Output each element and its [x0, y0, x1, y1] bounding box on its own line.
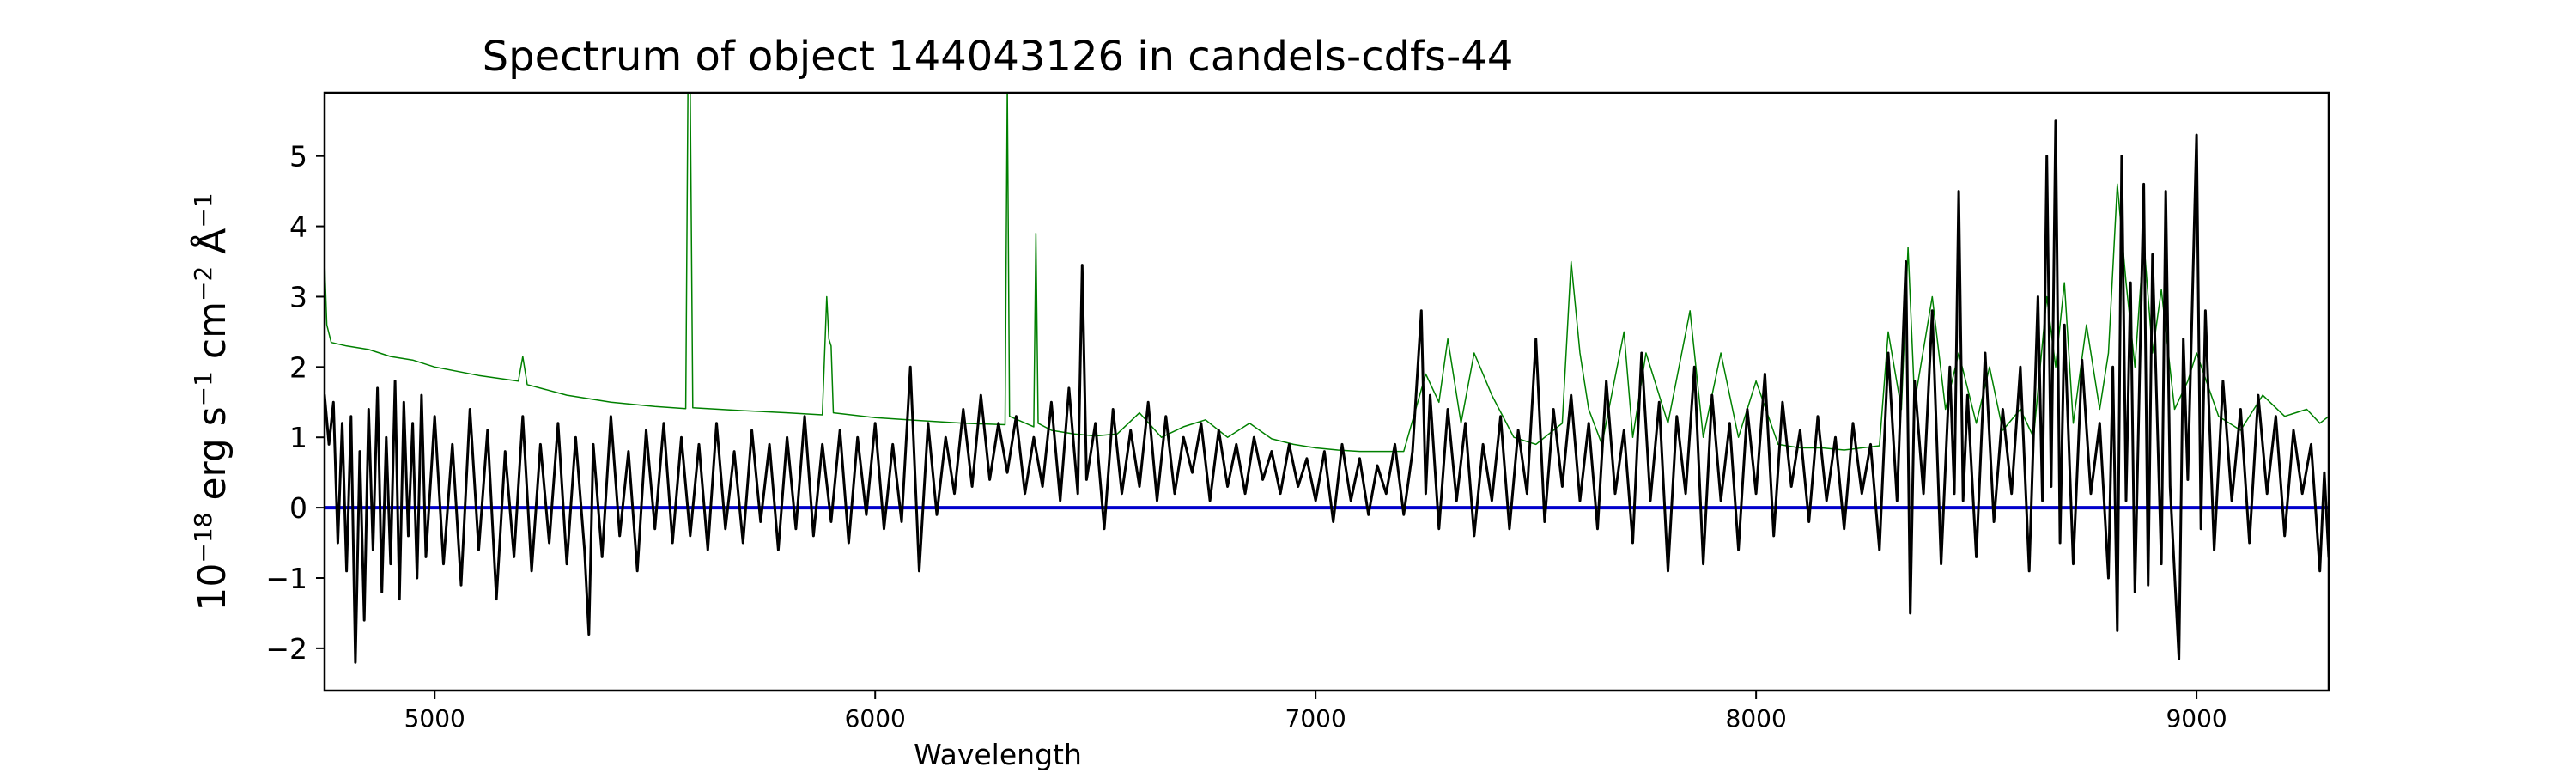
ylabel-ang-exp: −1 — [189, 192, 217, 228]
series-flux-line — [325, 119, 2329, 664]
y-tick-label: −1 — [265, 562, 307, 595]
svg-text:10−18 erg s−1 cm−2 Å−1: 10−18 erg s−1 cm−2 Å−1 — [189, 192, 234, 611]
ylabel-base: 10 — [191, 563, 234, 612]
y-tick-label: 4 — [289, 210, 307, 244]
series-error-line — [325, 93, 2329, 453]
x-tick-label: 9000 — [2166, 704, 2227, 733]
x-tick-label: 5000 — [404, 704, 465, 733]
ylabel-s-exp: −1 — [189, 371, 217, 406]
y-tick-label: 2 — [289, 350, 307, 384]
ylabel-exp: −18 — [189, 513, 217, 563]
ylabel-cm-exp: −2 — [189, 266, 217, 301]
x-tick-label: 6000 — [845, 704, 906, 733]
x-tick-label: 7000 — [1285, 704, 1346, 733]
x-axis-label: Wavelength — [914, 738, 1082, 771]
y-tick-label: 3 — [289, 280, 307, 313]
plot-frame — [323, 91, 2330, 692]
plot-area — [325, 93, 2329, 664]
y-tick-label: −2 — [265, 632, 307, 666]
axes: 5000 6000 7000 8000 9000 −2 −1 0 1 2 3 4 5 — [265, 91, 2330, 733]
x-tick-label: 8000 — [1726, 704, 1787, 733]
ylabel-units: erg s — [191, 406, 234, 512]
ylabel-ang: Å — [189, 228, 234, 266]
y-tick-label: 1 — [289, 421, 307, 454]
y-axis-label: 10−18 erg s−1 cm−2 Å−1 — [189, 192, 234, 611]
chart-title: Spectrum of object 144043126 in candels-… — [483, 33, 1514, 81]
y-tick-label: 5 — [289, 140, 307, 173]
y-tick-label: 0 — [289, 491, 307, 525]
ylabel-cm: cm — [191, 301, 234, 371]
